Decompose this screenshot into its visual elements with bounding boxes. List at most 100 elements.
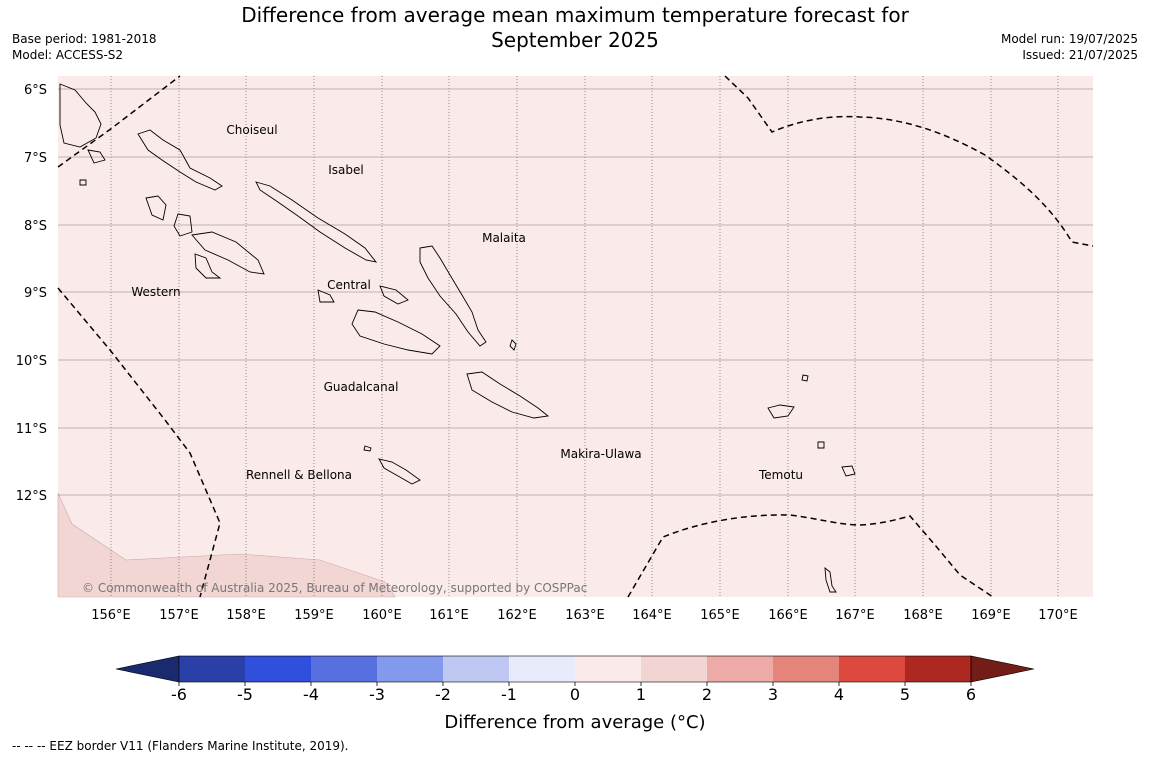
island-ulawa <box>509 339 517 351</box>
colorbar-title: Difference from average (°C) <box>444 712 705 733</box>
colorbar-tick-label: -1 <box>501 685 517 704</box>
island-bougainville <box>59 83 102 148</box>
longitude-label: 168°E <box>903 608 943 623</box>
region-label: Makira-Ulawa <box>560 447 641 461</box>
colorbar-bin <box>839 656 905 682</box>
island-rennell <box>378 458 421 485</box>
latitude-label: 6°S <box>24 83 47 98</box>
region-label: Malaita <box>482 231 526 245</box>
longitude-label: 161°E <box>429 608 469 623</box>
island-choiseul <box>137 129 223 191</box>
latitude-label: 7°S <box>24 151 47 166</box>
colorbar-bin <box>179 656 245 682</box>
colorbar-tick-label: -6 <box>171 685 187 704</box>
island-reef <box>801 374 809 382</box>
longitude-label: 170°E <box>1038 608 1078 623</box>
latitude-label: 12°S <box>16 489 47 504</box>
meta-right: Model run: 19/07/2025 Issued: 21/07/2025 <box>1001 31 1138 63</box>
longitude-label: 169°E <box>971 608 1011 623</box>
island-kolombangara <box>173 213 193 237</box>
longitude-label: 162°E <box>497 608 537 623</box>
longitude-label: 156°E <box>91 608 131 623</box>
colorbar-tick-label: -4 <box>303 685 319 704</box>
latitude-labels: 6°S 7°S 8°S 9°S 10°S 11°S 12°S <box>16 83 47 504</box>
colorbar-tick-label: -5 <box>237 685 253 704</box>
colorbar-bin <box>641 656 707 682</box>
island-small <box>79 179 87 186</box>
longitude-label: 166°E <box>768 608 808 623</box>
colorbar-tick-label: 5 <box>900 685 910 704</box>
island-bellona <box>363 445 372 452</box>
longitude-label: 157°E <box>159 608 199 623</box>
longitude-label: 165°E <box>700 608 740 623</box>
colorbar-bin <box>773 656 839 682</box>
colorbar-bin <box>377 656 443 682</box>
eez-border <box>724 75 1094 247</box>
colorbar-bin <box>311 656 377 682</box>
colorbar-tick-label: 2 <box>702 685 712 704</box>
copyright-text: © Commonwealth of Australia 2025, Bureau… <box>82 581 587 595</box>
region-label: Central <box>327 278 371 292</box>
longitude-label: 167°E <box>835 608 875 623</box>
latitude-gridlines <box>58 88 1093 496</box>
colorbar-bin <box>707 656 773 682</box>
model-run: Model run: 19/07/2025 <box>1000 32 1138 46</box>
eez-border <box>57 287 221 598</box>
longitude-label: 164°E <box>632 608 672 623</box>
island-nendo <box>767 404 795 419</box>
colorbar-tick-label: 0 <box>570 685 580 704</box>
eez-border <box>627 514 994 598</box>
island-utupua <box>841 465 856 477</box>
island-russell <box>317 289 335 303</box>
island-isabel <box>255 181 378 263</box>
region-label: Choiseul <box>226 123 277 137</box>
colorbar-bin <box>245 656 311 682</box>
region-label: Guadalcanal <box>324 380 399 394</box>
latitude-label: 11°S <box>16 422 47 437</box>
island-shortland <box>87 149 106 164</box>
island-rendova <box>194 253 222 279</box>
island-guadalcanal <box>351 309 441 355</box>
island-malaita <box>419 245 487 347</box>
longitude-label: 163°E <box>565 608 605 623</box>
colorbar-tick-label: -3 <box>369 685 385 704</box>
region-label: Temotu <box>758 468 803 482</box>
island-new-georgia <box>191 231 265 275</box>
colorbar: -6 -5 -4 -3 -2 -1 0 1 2 3 4 5 6 <box>115 655 1035 704</box>
colorbar-extend-low <box>115 655 180 683</box>
anomaly-zone <box>57 492 396 598</box>
eez-borders <box>57 75 1094 598</box>
eez-border <box>57 75 181 168</box>
island-vella-lavella <box>145 195 167 221</box>
colorbar-tick-label: 1 <box>636 685 646 704</box>
model-name: Model: ACCESS-S2 <box>12 48 124 62</box>
island-nggela <box>379 285 409 305</box>
title-line-1: Difference from average mean maximum tem… <box>241 3 909 27</box>
latitude-label: 9°S <box>24 286 47 301</box>
chart-title: Difference from average mean maximum tem… <box>0 3 1150 53</box>
colorbar-tick-label: 3 <box>768 685 778 704</box>
colorbar-tick-label: 6 <box>966 685 976 704</box>
colorbar-bin <box>443 656 509 682</box>
island-torres <box>824 566 837 593</box>
region-labels: Choiseul Isabel Malaita Western Central Guada… <box>131 123 803 482</box>
longitude-label: 159°E <box>294 608 334 623</box>
colorbar-tick-label: 4 <box>834 685 844 704</box>
base-period: Base period: 1981-2018 <box>12 32 157 46</box>
latitude-label: 8°S <box>24 219 47 234</box>
longitude-label: 158°E <box>226 608 266 623</box>
eez-legend-note: -- -- -- EEZ border V11 (Flanders Marine… <box>12 739 349 753</box>
colorbar-tick-label: -2 <box>435 685 451 704</box>
colorbar-bin <box>509 656 575 682</box>
colorbar-bin <box>905 656 971 682</box>
region-label: Isabel <box>328 163 363 177</box>
issued-date: Issued: 21/07/2025 <box>1022 48 1138 62</box>
longitude-label: 160°E <box>362 608 402 623</box>
island-makira <box>466 371 550 419</box>
colorbar-extend-high <box>970 655 1035 683</box>
meta-left: Base period: 1981-2018 Model: ACCESS-S2 <box>12 31 157 63</box>
latitude-label: 10°S <box>16 354 47 369</box>
coastlines <box>59 83 856 593</box>
region-label: Rennell & Bellona <box>246 468 352 482</box>
